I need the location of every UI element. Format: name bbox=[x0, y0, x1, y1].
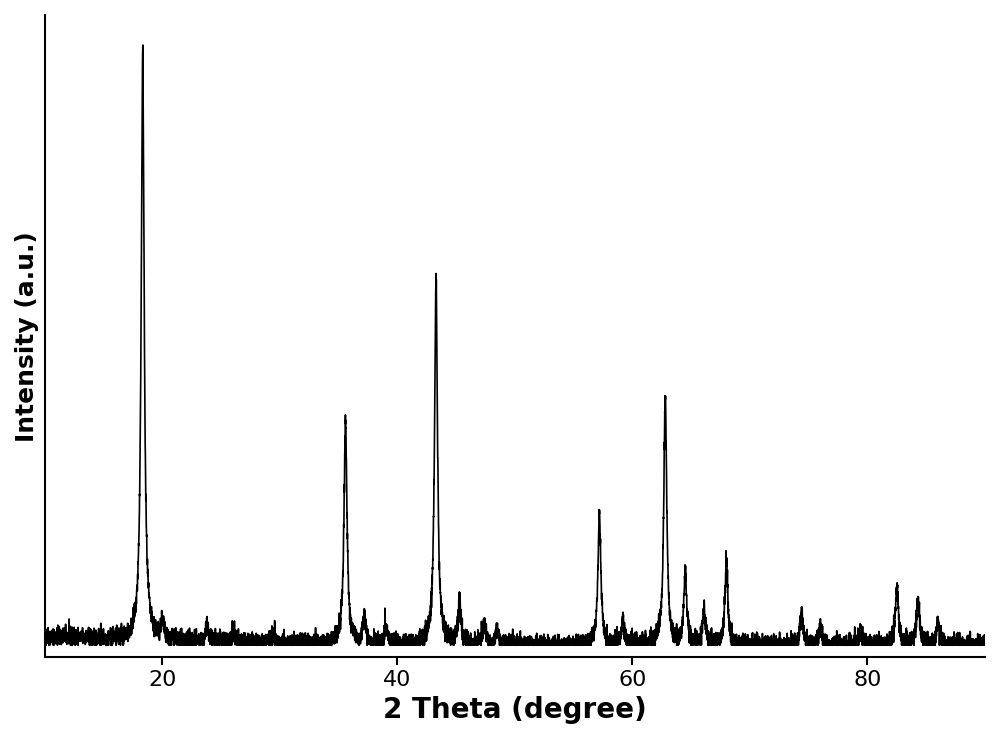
Y-axis label: Intensity (a.u.): Intensity (a.u.) bbox=[15, 231, 39, 441]
X-axis label: 2 Theta (degree): 2 Theta (degree) bbox=[383, 696, 647, 724]
